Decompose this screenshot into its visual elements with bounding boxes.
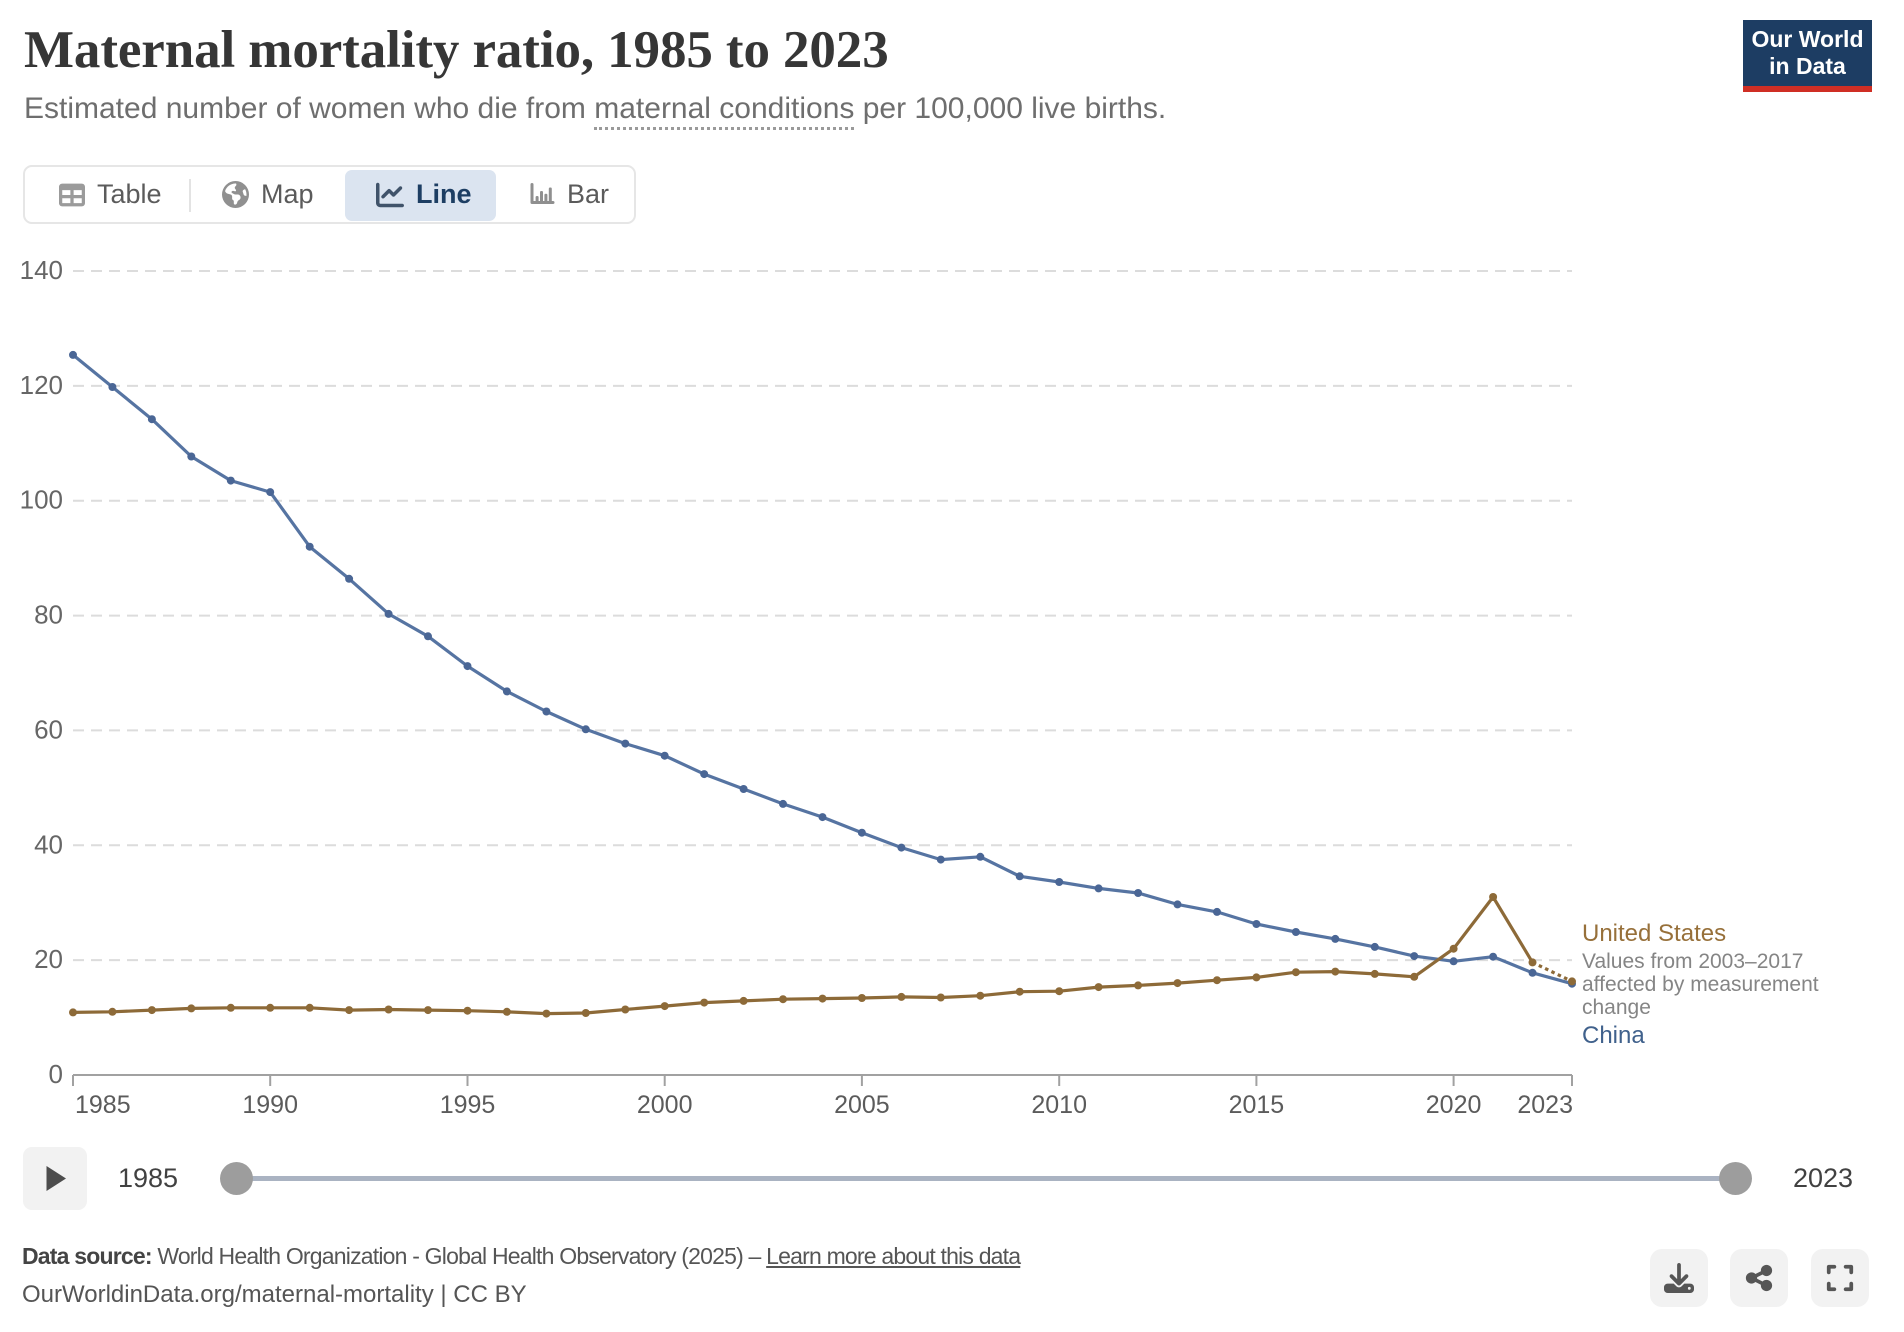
svg-text:2005: 2005 [834,1091,890,1119]
svg-text:2023: 2023 [1517,1091,1573,1119]
svg-text:2020: 2020 [1426,1091,1482,1119]
svg-text:140: 140 [20,255,63,285]
svg-text:80: 80 [34,600,63,630]
svg-text:120: 120 [20,370,63,400]
svg-text:2015: 2015 [1229,1091,1285,1119]
svg-text:1995: 1995 [440,1091,496,1119]
svg-text:20: 20 [34,944,63,974]
svg-text:1985: 1985 [75,1091,131,1119]
svg-text:100: 100 [20,485,63,515]
svg-text:40: 40 [34,829,63,859]
svg-text:60: 60 [34,714,63,744]
svg-text:1990: 1990 [242,1091,298,1119]
svg-text:2010: 2010 [1031,1091,1087,1119]
svg-text:0: 0 [49,1059,63,1089]
svg-text:2000: 2000 [637,1091,693,1119]
